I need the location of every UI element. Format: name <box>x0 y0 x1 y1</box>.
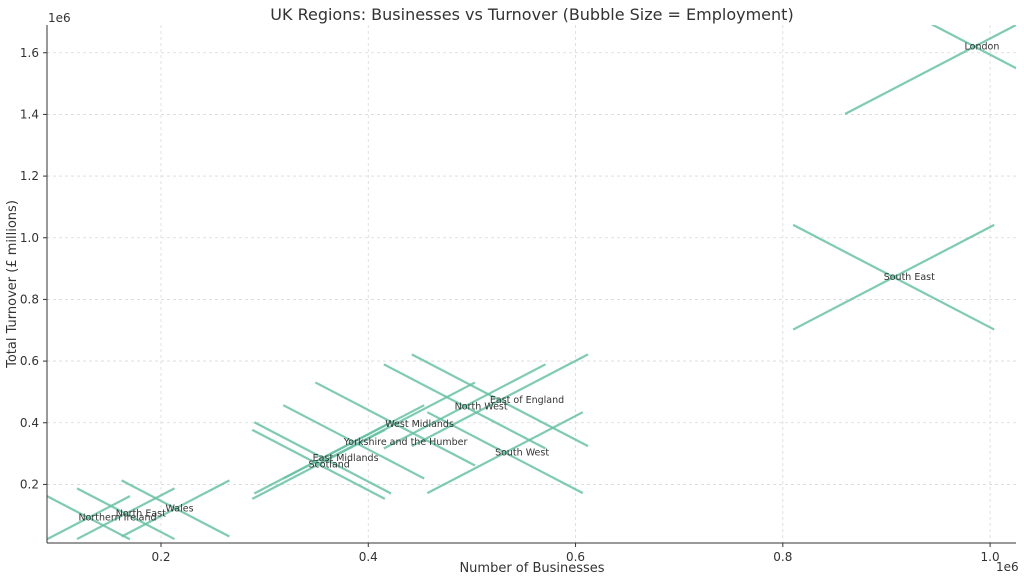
x-marker-stroke <box>792 223 995 331</box>
point-label: Yorkshire and the Humber <box>343 437 468 448</box>
y-tick-label: 1.2 <box>20 169 39 183</box>
x-marker-north-west <box>383 363 546 450</box>
x-marker-stroke <box>253 421 392 495</box>
x-marker-stroke <box>76 487 175 541</box>
x-marker-wales <box>121 479 230 538</box>
x-marker-stroke <box>47 495 131 541</box>
x-marker-stroke <box>844 25 1016 116</box>
point-label: South East <box>884 272 935 283</box>
x-marker-south-east <box>792 223 995 331</box>
x-tick-label: 0.2 <box>151 550 170 564</box>
point-label: London <box>965 42 1000 53</box>
x-marker-north-east <box>76 487 175 541</box>
data-marks <box>47 25 1016 541</box>
x-tick-label: 1.0 <box>981 550 1000 564</box>
x-marker-east-midlands <box>253 421 392 495</box>
x-marker-stroke <box>930 25 1016 70</box>
point-label: East of England <box>490 395 564 406</box>
y-axis-offset-label: 1e6 <box>48 11 71 25</box>
point-label: North West <box>455 401 508 412</box>
x-tick-label: 0.8 <box>773 550 792 564</box>
point-label: East Midlands <box>313 453 379 464</box>
point-label: North East <box>116 509 166 520</box>
y-tick-label: 0.2 <box>20 477 39 491</box>
y-tick-label: 0.8 <box>20 292 39 306</box>
chart-title: UK Regions: Businesses vs Turnover (Bubb… <box>270 5 793 24</box>
y-tick-label: 1.0 <box>20 231 39 245</box>
point-label: Wales <box>166 503 194 514</box>
x-marker-south-west <box>426 411 584 495</box>
point-label: Scotland <box>309 459 350 470</box>
x-marker-east-of-england <box>411 353 589 448</box>
x-marker-stroke <box>411 353 589 448</box>
y-tick-label: 0.4 <box>20 416 39 430</box>
grid-lines <box>47 25 1016 543</box>
y-axis-label: Total Turnover (£ millions) <box>5 200 20 369</box>
tick-marks-and-labels: 0.2 0.4 0.6 0.8 1.0 0.2 0.4 0.6 0.8 1.0 1.2 1.4 1.6 <box>20 46 1000 564</box>
x-marker-stroke <box>251 428 386 500</box>
x-tick-label: 0.4 <box>359 550 378 564</box>
x-marker-scotland <box>251 428 386 500</box>
point-label: West Midlands <box>385 419 454 430</box>
x-marker-stroke <box>426 411 584 495</box>
y-tick-label: 1.4 <box>20 107 39 121</box>
x-axis-offset-label: 1e6 <box>996 560 1019 574</box>
x-marker-london <box>844 25 1016 116</box>
point-label: South West <box>495 448 549 459</box>
x-axis-label: Number of Businesses <box>459 561 604 576</box>
x-marker-stroke <box>383 363 546 450</box>
y-tick-label: 0.6 <box>20 354 39 368</box>
x-marker-northern-ireland <box>47 495 131 541</box>
x-marker-stroke <box>121 479 230 538</box>
point-label: Northern Ireland <box>78 513 156 524</box>
axes <box>46 25 1016 544</box>
y-tick-label: 1.6 <box>20 46 39 60</box>
x-tick-label: 0.6 <box>566 550 585 564</box>
